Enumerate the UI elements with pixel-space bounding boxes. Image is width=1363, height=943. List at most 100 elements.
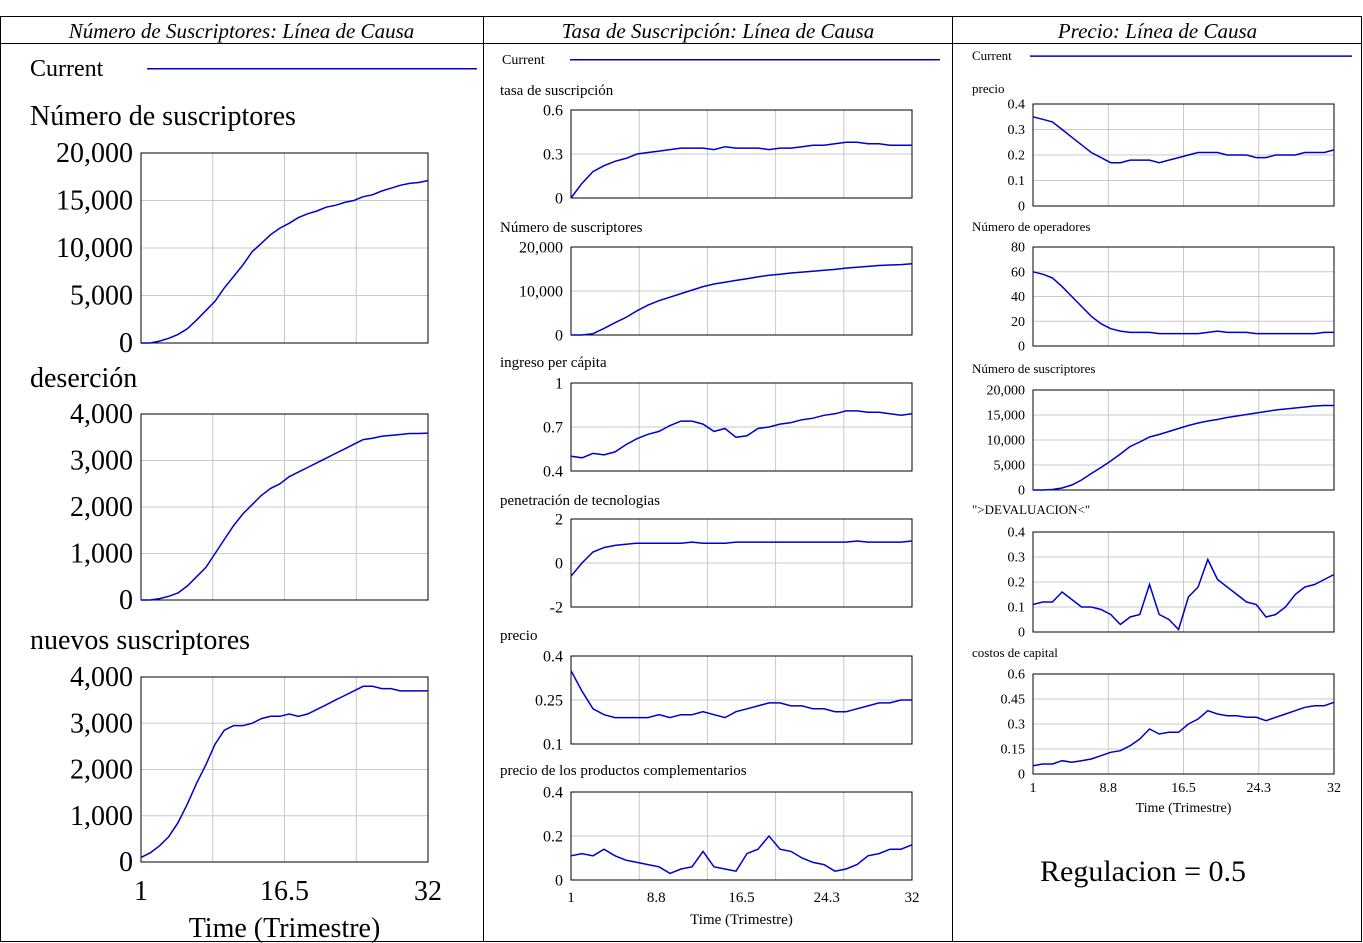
y-tick-label: 5,000 [70, 281, 133, 312]
y-tick-label: 0 [1018, 768, 1025, 783]
y-tick-label: 20,000 [987, 384, 1026, 399]
y-tick-label: 3,000 [70, 708, 133, 739]
x-tick-label: 1 [567, 890, 575, 906]
y-tick-label: 0.4 [543, 463, 563, 480]
y-tick-label: 3,000 [70, 446, 133, 477]
x-tick-label: 32 [905, 890, 920, 906]
x-axis-label: Time (Trimestre) [690, 912, 793, 928]
x-tick-label: 1 [1030, 781, 1037, 796]
series-line [141, 179, 429, 344]
x-tick-label: 32 [1327, 781, 1341, 796]
series-line [1032, 271, 1334, 335]
x-tick-label: 16.5 [260, 876, 309, 907]
y-tick-label: 0 [555, 555, 563, 572]
y-tick-label: 0.2 [543, 828, 563, 845]
series-line [1032, 701, 1335, 767]
series-line [141, 432, 429, 601]
plot-area [570, 246, 913, 336]
y-tick-label: 0.4 [543, 648, 563, 665]
y-tick-label: -2 [550, 599, 563, 616]
plot-area [570, 382, 913, 472]
y-tick-label: 4,000 [70, 399, 133, 430]
y-tick-label: 0.6 [1008, 668, 1026, 683]
panel-2-title: Tasa de Suscripción: Línea de Causa [561, 19, 875, 43]
series-line [570, 410, 913, 459]
y-tick-label: 5,000 [994, 459, 1026, 474]
y-tick-label: 0.6 [543, 102, 563, 119]
x-tick-label: 1 [134, 876, 148, 907]
series-line [1032, 557, 1335, 631]
plot-area [140, 413, 429, 601]
y-tick-label: 4,000 [70, 662, 133, 693]
panel-1-title: Número de Suscriptores: Línea de Causa [68, 19, 415, 43]
chart-title: ingreso per cápita [500, 355, 607, 371]
y-tick-label: 0.3 [1008, 551, 1026, 566]
chart-title: ">DEVALUACION<" [972, 502, 1090, 517]
plot-area [1032, 389, 1335, 491]
y-tick-label: 0 [1018, 340, 1025, 355]
series-line [1033, 404, 1334, 491]
y-tick-label: 0 [1018, 484, 1025, 499]
chart-title: Número de suscriptores [30, 101, 296, 132]
y-tick-label: 0 [119, 847, 133, 878]
x-tick-label: 24.3 [814, 890, 840, 906]
plot-area [140, 152, 429, 344]
plot-area [570, 791, 913, 881]
chart-title: precio [500, 628, 537, 644]
plot-area [1032, 531, 1335, 633]
regulation-label: Regulacion = 0.5 [1040, 855, 1247, 888]
y-tick-label: 10,000 [56, 233, 133, 264]
outer-border [0, 16, 1362, 942]
chart-title: Número de suscriptores [972, 361, 1095, 376]
plot-area [140, 676, 429, 863]
chart-title: precio [972, 81, 1004, 96]
x-tick-label: 16.5 [1171, 781, 1196, 796]
series-line [1032, 116, 1335, 164]
x-axis-label: Time (Trimestre) [189, 913, 381, 943]
y-tick-label: 15,000 [56, 186, 133, 217]
y-tick-label: 20,000 [56, 138, 133, 169]
y-tick-label: 0.4 [1008, 526, 1026, 541]
plot-area [1032, 246, 1335, 347]
chart-title: Número de suscriptores [500, 220, 643, 236]
y-tick-label: 0.2 [1008, 576, 1026, 591]
y-tick-label: 0 [1018, 200, 1025, 215]
series-line [570, 834, 913, 875]
series-line [570, 540, 913, 577]
chart-title: precio de los productos complementarios [500, 763, 747, 779]
y-tick-label: 0.25 [535, 692, 563, 709]
y-tick-label: 0.2 [1008, 149, 1026, 164]
y-tick-label: 0.45 [1001, 693, 1026, 708]
chart-title: nuevos suscriptores [30, 625, 250, 656]
y-tick-label: 2,000 [70, 755, 133, 786]
y-tick-label: 0.1 [1008, 174, 1026, 189]
y-tick-label: 80 [1011, 241, 1025, 256]
y-tick-label: 0.3 [543, 146, 563, 163]
y-tick-label: 0.3 [1008, 718, 1026, 733]
plot-area [570, 109, 913, 199]
legend-label: Current [30, 56, 104, 82]
chart-title: penetración de tecnologias [500, 493, 660, 509]
y-tick-label: 0 [119, 585, 133, 616]
x-tick-label: 32 [414, 876, 442, 907]
chart-title: costos de capital [972, 645, 1058, 660]
y-tick-label: 0.1 [543, 736, 563, 753]
y-tick-label: 0.3 [1008, 123, 1026, 138]
y-tick-label: 1,000 [70, 539, 133, 570]
y-tick-label: 60 [1011, 265, 1025, 280]
y-tick-label: 0 [555, 190, 563, 207]
plot-area [1032, 103, 1335, 207]
y-tick-label: 15,000 [987, 409, 1026, 424]
y-tick-label: 10,000 [987, 434, 1026, 449]
series-line [570, 141, 912, 199]
y-tick-label: 0 [1018, 626, 1025, 641]
x-axis-label: Time (Trimestre) [1136, 801, 1232, 816]
chart-title: Número de operadores [972, 219, 1090, 234]
plot-area [570, 518, 913, 608]
legend-label: Current [502, 53, 545, 68]
y-tick-label: 1 [555, 375, 563, 392]
y-tick-label: 0.15 [1001, 743, 1026, 758]
y-tick-label: 0 [555, 327, 563, 344]
chart-title: tasa de suscripción [500, 83, 614, 99]
